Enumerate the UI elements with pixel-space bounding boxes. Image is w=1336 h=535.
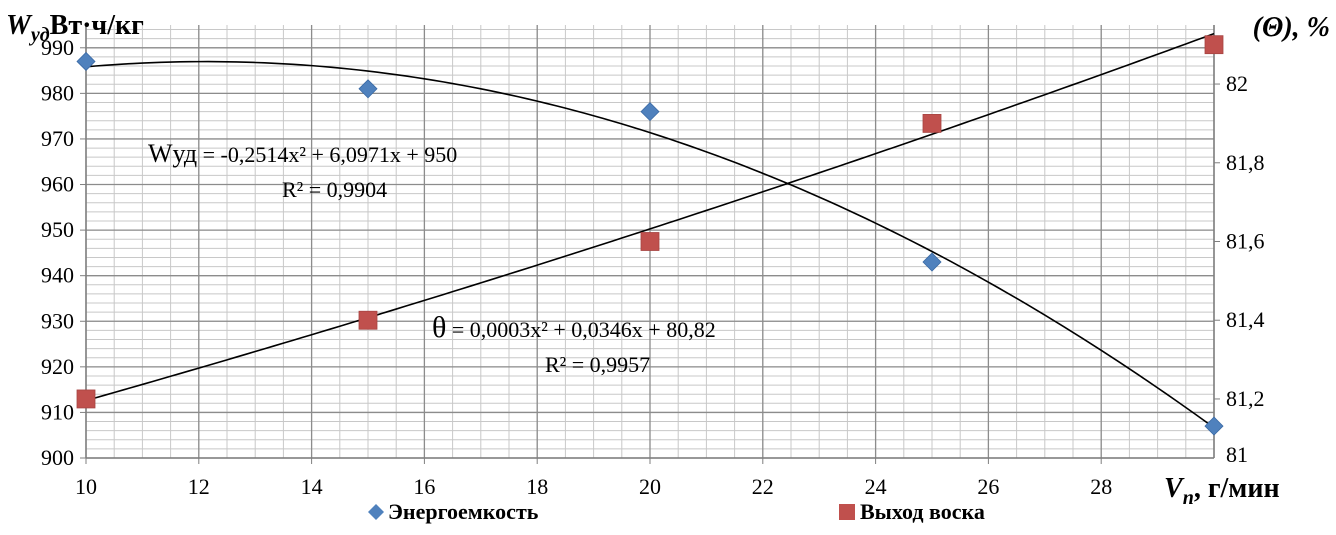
wax-equation-rhs: = 0,0003x² + 0,0346x + 80,82: [446, 317, 715, 342]
left-axis-tick-label: 990: [41, 35, 74, 60]
x-axis-tick-label: 24: [865, 474, 887, 499]
energy-trend-equation: Wуд = -0,2514x² + 6,0971x + 950: [148, 139, 457, 168]
left-axis-tick-label: 980: [41, 80, 74, 105]
wax-data-point: [76, 389, 96, 409]
energy-data-point: [1204, 416, 1224, 436]
energy-data-point: [76, 51, 96, 72]
tick-labels: 900 910 920 930 940 950 960 970 980 990 10 12 14 16 18…: [41, 35, 1265, 499]
wax-data-point: [640, 232, 660, 251]
legend-energy-marker: [368, 504, 384, 520]
data-points: [76, 35, 1224, 436]
legend-energy-label: Энергоемкость: [388, 499, 539, 524]
energy-data-point: [922, 252, 942, 272]
energy-data-point: [358, 79, 378, 99]
chart-annotations: Wуд = -0,2514x² + 6,0971x + 950 R² = 0,99…: [6, 10, 1330, 509]
left-axis-title: WудВт·ч/кг: [6, 10, 144, 46]
right-axis-tick-label: 82: [1226, 71, 1248, 96]
grid-lines: [85, 25, 1215, 459]
left-axis-tick-label: 940: [41, 263, 74, 288]
wax-equation-lhs: θ: [432, 311, 446, 344]
x-axis-title: Vп, г/мин: [1164, 473, 1280, 509]
energy-equation-rhs: = -0,2514x² + 6,0971x + 950: [197, 142, 457, 167]
right-axis-cut-tick-label: 81: [1226, 442, 1248, 467]
left-axis-title-var: W: [6, 10, 33, 41]
x-axis-tick-label: 28: [1090, 474, 1112, 499]
right-axis-tick-label: 81,6: [1226, 229, 1265, 254]
wax-trend-r2: R² = 0,9957: [545, 352, 650, 377]
x-axis-tick-label: 14: [301, 474, 323, 499]
left-axis-tick-label: 950: [41, 217, 74, 242]
right-axis-tick-label: 81,8: [1226, 150, 1265, 175]
legend: Энергоемкость Выход воска: [368, 499, 985, 524]
x-axis-tick-label: 20: [639, 474, 661, 499]
energy-trend-r2: R² = 0,9904: [282, 177, 387, 202]
right-axis-tick-label: 81,2: [1226, 386, 1265, 411]
energy-equation-lhs: Wуд: [148, 139, 197, 168]
right-axis-title: (Θ), %: [1253, 12, 1330, 43]
trendline-wax: [85, 32, 1215, 402]
left-axis-tick-label: 960: [41, 172, 74, 197]
x-axis-tick-label: 26: [977, 474, 999, 499]
x-axis-title-sub: п: [1183, 487, 1194, 509]
left-axis-tick-label: 920: [41, 354, 74, 379]
trendlines: [85, 32, 1215, 429]
x-axis-tick-label: 18: [526, 474, 548, 499]
left-axis-tick-label: 900: [41, 445, 74, 470]
energy-data-point: [640, 102, 660, 122]
x-axis-tick-label: 10: [75, 474, 97, 499]
left-axis-title-rest: Вт·ч/кг: [50, 10, 144, 41]
wax-data-point: [922, 114, 942, 133]
left-axis-tick-label: 970: [41, 126, 74, 151]
trendline-energy: [85, 60, 1215, 429]
wax-trend-equation: θ = 0,0003x² + 0,0346x + 80,82: [432, 311, 716, 344]
right-axis-tick-label: 81,4: [1226, 307, 1265, 332]
left-axis-tick-label: 910: [41, 399, 74, 424]
left-axis-title-sub: уд: [29, 24, 50, 46]
legend-wax-marker: [839, 504, 855, 520]
x-axis-tick-label: 12: [188, 474, 210, 499]
x-axis-title-var: V: [1164, 473, 1185, 504]
x-axis-tick-label: 16: [413, 474, 435, 499]
left-axis-tick-label: 930: [41, 308, 74, 333]
x-axis-title-rest: , г/мин: [1194, 473, 1280, 504]
x-axis-tick-label: 22: [752, 474, 774, 499]
wax-data-point: [1204, 35, 1224, 55]
wax-data-point: [358, 310, 378, 330]
legend-wax-label: Выход воска: [860, 499, 985, 524]
